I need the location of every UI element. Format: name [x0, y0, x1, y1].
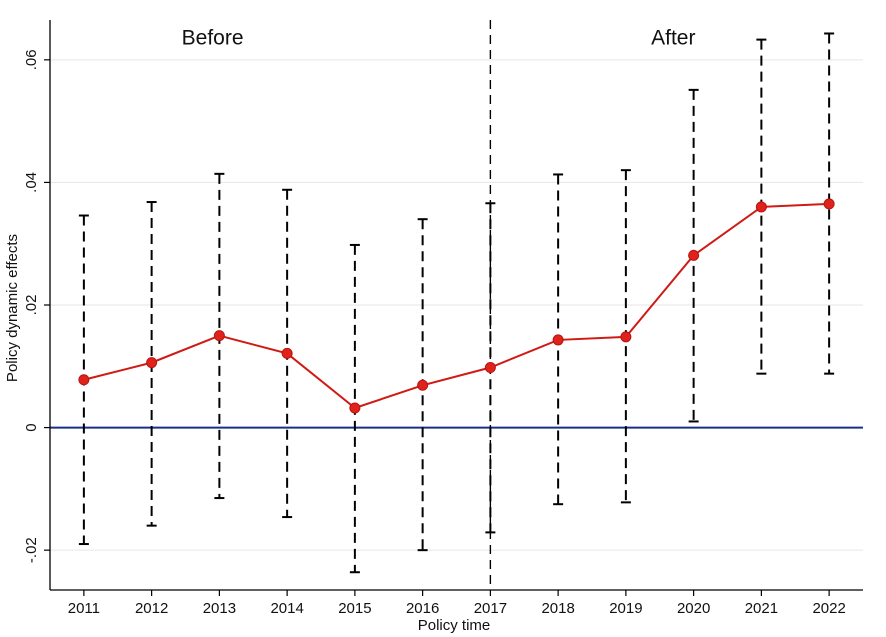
y-axis-title: Policy dynamic effects [4, 234, 21, 382]
x-tick-label-2018: 2018 [541, 600, 574, 617]
y-tick-label-3: .04 [23, 172, 40, 193]
x-tick-label-2011: 2011 [68, 600, 100, 617]
x-tick-labels: 2011 2012 2013 2014 2015 2016 2017 2018 2019 2020… [68, 600, 846, 617]
point-2017 [484, 362, 496, 374]
point-2021 [755, 201, 767, 213]
y-tick-label-4: .06 [23, 49, 40, 70]
y-tick-label-1: 0 [23, 423, 40, 431]
x-tick-label-2020: 2020 [677, 600, 710, 617]
series-line-group [83, 202, 830, 410]
point-2011 [78, 374, 90, 386]
point-2013 [213, 330, 225, 342]
point-2015 [349, 402, 361, 414]
annotations: Before After [182, 27, 696, 50]
x-tick-label-2014: 2014 [270, 600, 303, 617]
axes [44, 20, 863, 596]
x-tick-label-2016: 2016 [406, 600, 439, 617]
point-2016 [417, 379, 429, 391]
y-tick-label-2: .02 [23, 295, 40, 316]
x-tick-label-2022: 2022 [812, 600, 845, 617]
point-2019 [620, 331, 632, 343]
annotation-after: After [651, 27, 695, 50]
x-tick-label-2013: 2013 [203, 600, 236, 617]
data-points [78, 198, 835, 414]
point-2022 [823, 198, 835, 210]
x-tick-label-2017: 2017 [474, 600, 507, 617]
x-tick-label-2019: 2019 [609, 600, 642, 617]
x-tick-label-2015: 2015 [338, 600, 371, 617]
annotation-before: Before [182, 27, 244, 50]
point-2014 [281, 347, 293, 359]
x-tick-label-2012: 2012 [135, 600, 168, 617]
point-2018 [552, 334, 564, 346]
y-tick-label-0: -.02 [23, 537, 40, 563]
y-tick-labels: -.02 0 .02 .04 .06 [23, 49, 40, 563]
point-2012 [146, 357, 158, 369]
estimate-line [83, 202, 830, 410]
point-2020 [688, 249, 700, 261]
x-tick-label-2021: 2021 [745, 600, 778, 617]
gridlines [50, 59, 863, 551]
x-axis-title: Policy time [418, 617, 491, 634]
